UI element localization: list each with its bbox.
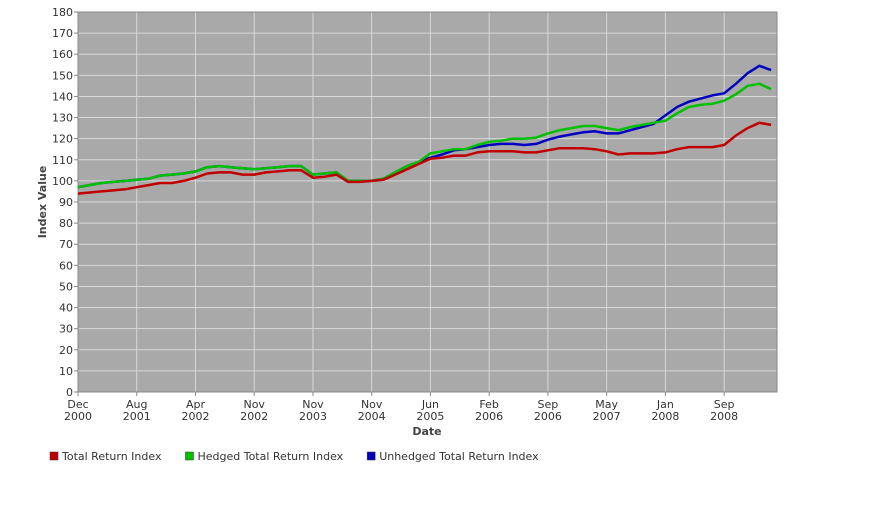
legend-label: Hedged Total Return Index: [197, 450, 343, 463]
x-tick-label: Sep 2006: [534, 398, 562, 423]
legend-label: Total Return Index: [61, 450, 162, 463]
x-tick-label: Dec 2000: [64, 398, 92, 423]
y-tick-label: 140: [52, 90, 73, 103]
y-tick-label: 30: [59, 323, 73, 336]
y-tick-label: 50: [59, 280, 73, 293]
y-axis-title: Index Value: [36, 166, 49, 239]
y-tick-label: 130: [52, 112, 73, 125]
plot-border: [77, 11, 778, 393]
y-tick-label: 120: [52, 133, 73, 146]
x-tick-label: May 2007: [593, 398, 621, 423]
legend-swatch: [185, 451, 194, 461]
y-tick-label: 160: [52, 48, 73, 61]
y-tick-label: 40: [59, 302, 73, 315]
y-tick-label: 80: [59, 217, 73, 230]
y-tick-label: 170: [52, 27, 73, 40]
legend-swatch: [366, 451, 376, 461]
y-tick-label: 90: [59, 196, 73, 209]
x-tick-label: Jan 2008: [651, 398, 679, 423]
y-tick-label: 20: [59, 344, 73, 357]
legend-label: Unhedged Total Return Index: [379, 450, 539, 463]
y-tick-label: 0: [66, 386, 73, 399]
x-tick-label: Feb 2006: [475, 398, 503, 423]
y-tick-label: 10: [59, 365, 73, 378]
y-tick-label: 70: [59, 238, 73, 251]
y-tick-label: 60: [59, 259, 73, 272]
x-tick-label: Aug 2001: [123, 398, 151, 423]
x-tick-label: Nov 2002: [240, 398, 268, 423]
x-tick-label: Jun 2005: [416, 398, 444, 423]
y-tick-label: 110: [52, 154, 73, 167]
legend-swatch: [49, 451, 59, 461]
x-tick-label: Nov 2003: [299, 398, 327, 423]
series-line: [77, 82, 772, 189]
x-tick-label: Apr 2002: [181, 398, 209, 423]
y-tick-label: 180: [52, 6, 73, 19]
series-line: [77, 121, 772, 195]
x-tick-label: Sep 2008: [710, 398, 738, 423]
y-tick-label: 150: [52, 69, 73, 82]
y-tick-label: 100: [52, 175, 73, 188]
x-tick-label: Nov 2004: [358, 398, 386, 423]
x-axis-title: Date: [412, 425, 441, 438]
